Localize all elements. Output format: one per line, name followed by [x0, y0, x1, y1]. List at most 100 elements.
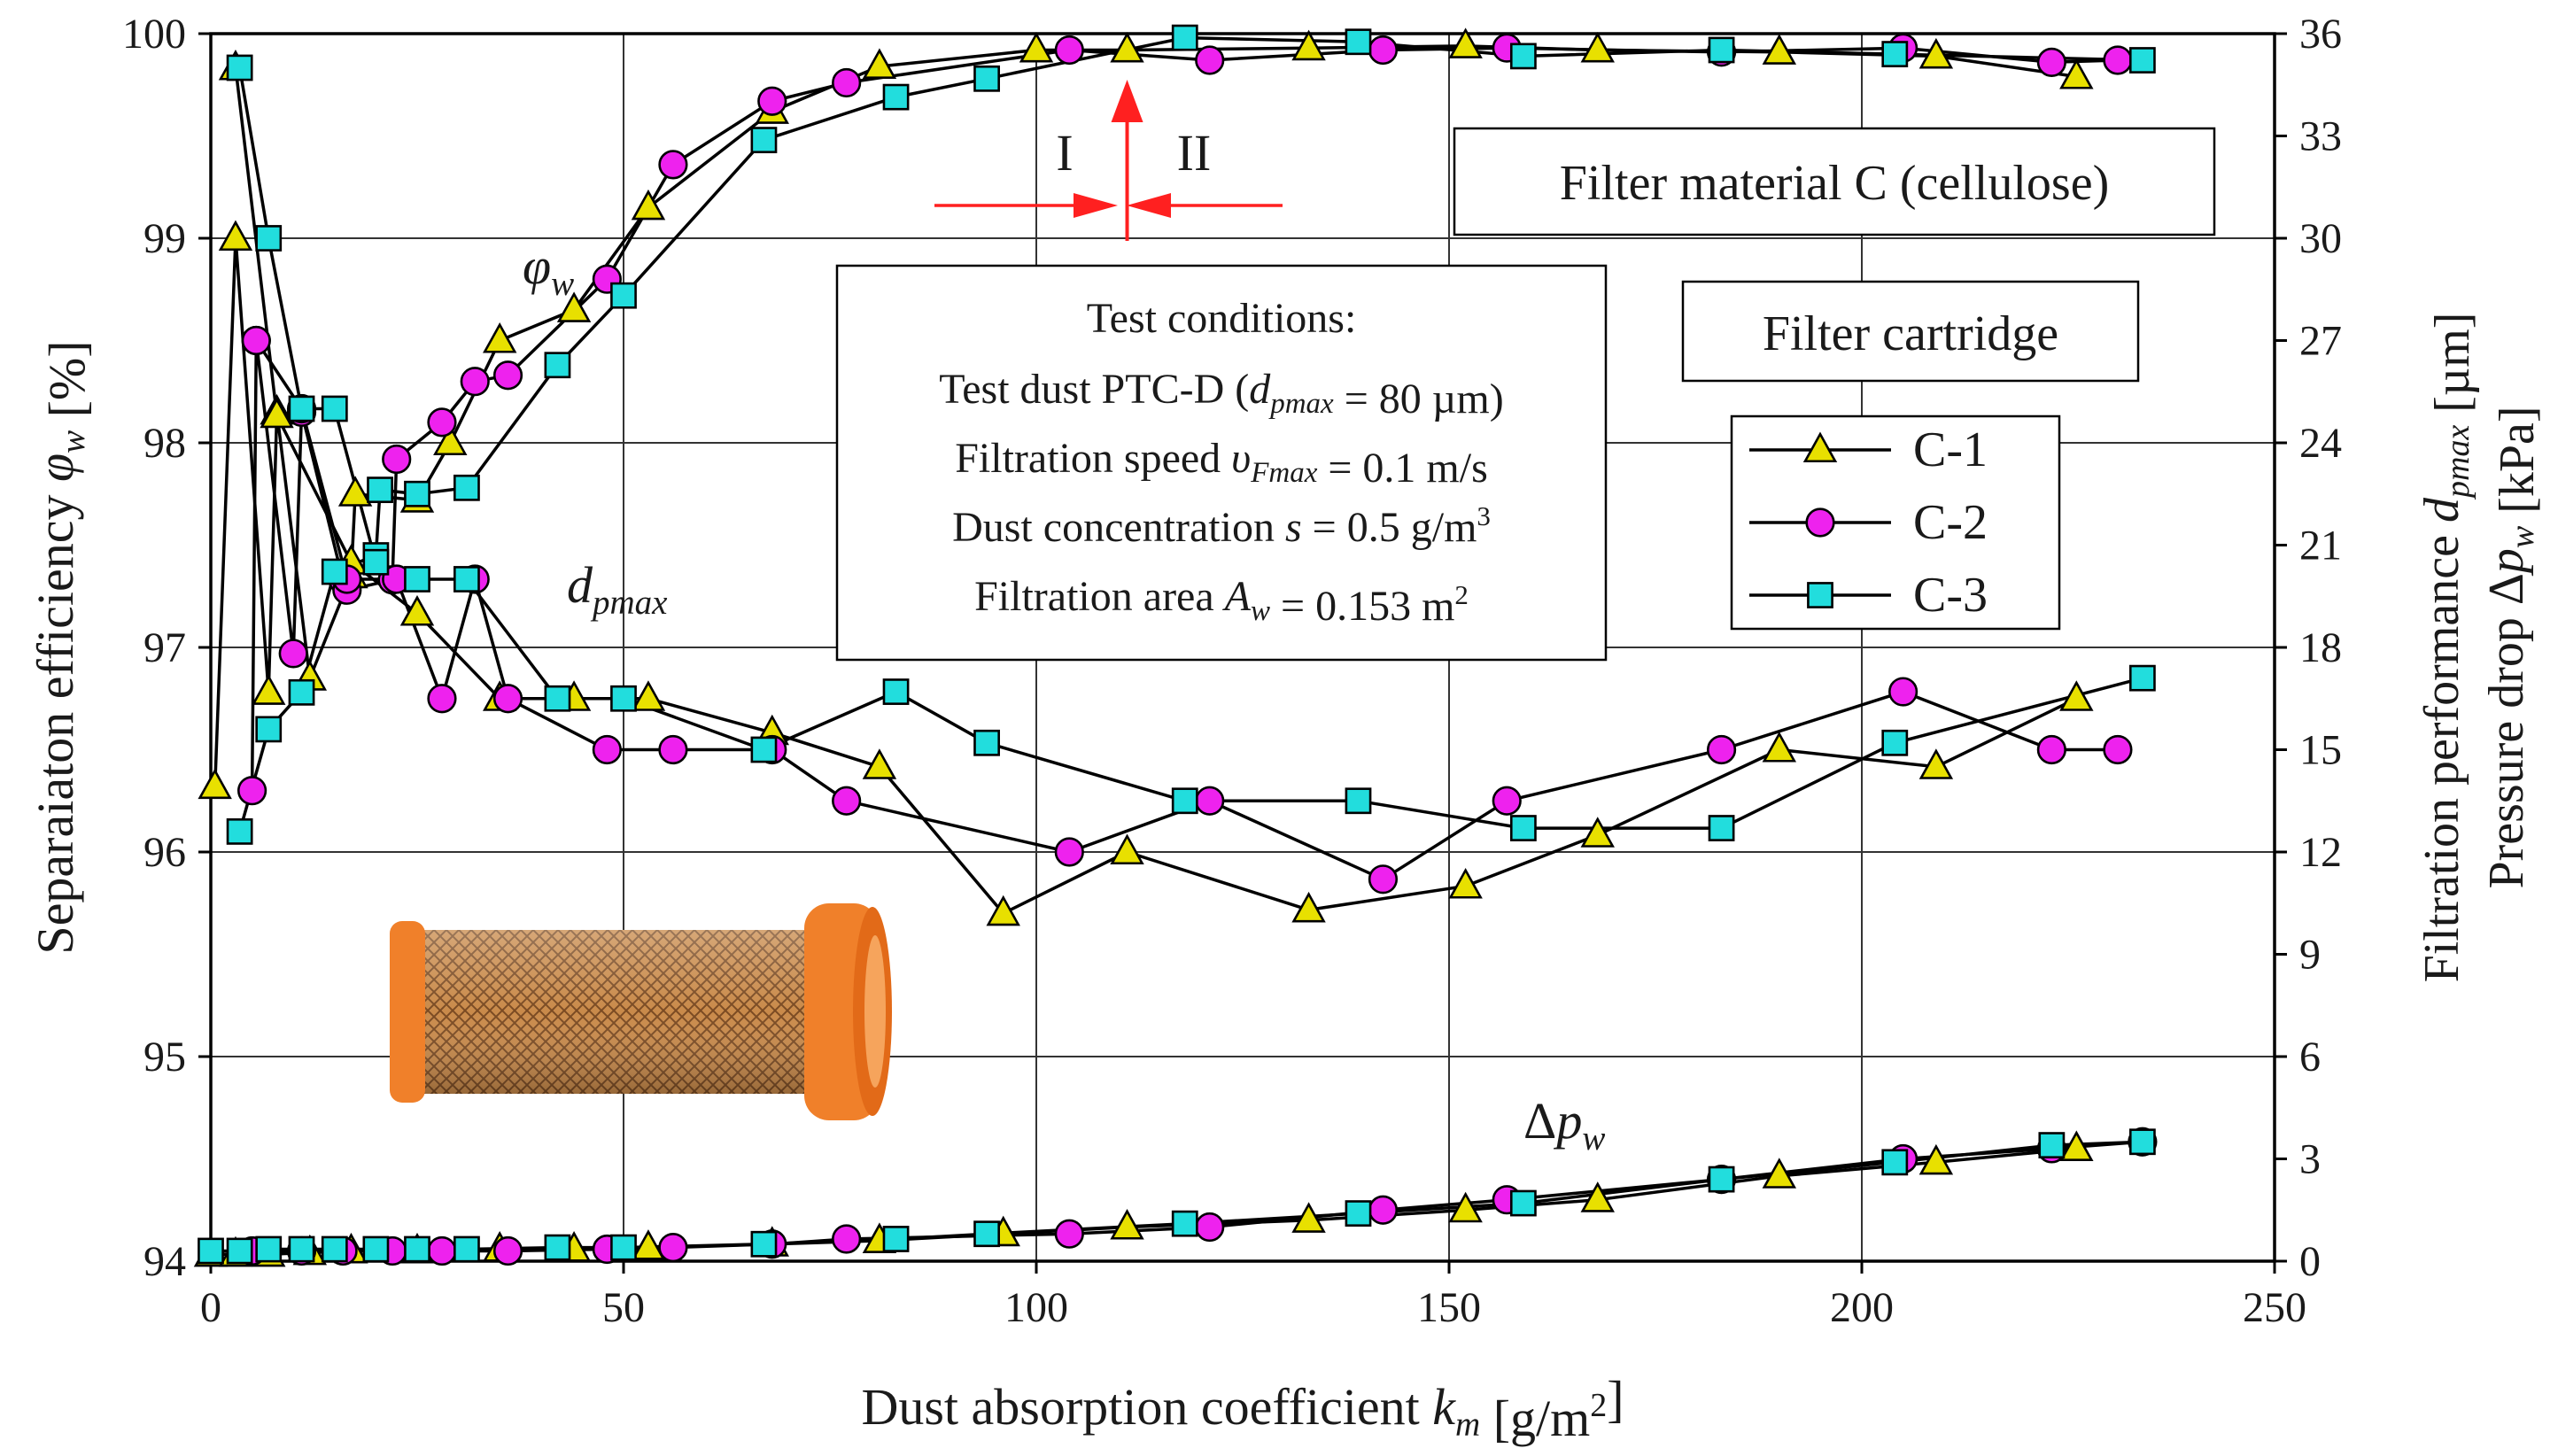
data-point-c-1-dpmax	[399, 594, 435, 626]
data-point-c-2-efficiency	[278, 639, 308, 669]
data-point-c-2-dpmax	[241, 325, 271, 356]
data-point-c-1-dpmax	[1448, 867, 1483, 899]
cartridge-shading	[416, 930, 841, 1094]
data-point-c-1-efficiency	[337, 476, 373, 507]
data-point-c-3-efficiency	[610, 282, 637, 309]
data-point-c-1-pressure-drop	[1762, 1158, 1797, 1189]
data-point-c-2-efficiency	[832, 67, 862, 98]
cartridge-end-cap-left	[390, 921, 425, 1103]
data-point-c-1-efficiency	[198, 768, 232, 800]
data-point-c-3-dpmax	[1171, 787, 1198, 815]
cartridge-outlet-hole	[864, 935, 886, 1088]
data-point-c-2-efficiency	[237, 776, 267, 806]
y-right-tick-label: 3	[2299, 1136, 2321, 1183]
legend-marker-c-2	[1805, 507, 1835, 538]
data-point-c-3-dpmax	[226, 54, 253, 81]
data-point-c-3-pressure-drop	[226, 1237, 253, 1265]
data-point-c-3-efficiency	[1171, 24, 1198, 51]
phase-2-label: II	[1177, 124, 1212, 182]
data-point-c-3-dpmax	[362, 548, 390, 576]
test-conditions-test-line1: Test dust PTC-D (dpmax = 80 µm)	[939, 366, 1504, 422]
phase-2-arrowhead	[1127, 193, 1171, 218]
x-tick-label: 50	[602, 1284, 645, 1331]
data-point-c-3-pressure-drop	[453, 1235, 480, 1263]
phase-1-label: I	[1056, 124, 1073, 182]
data-point-c-2-dpmax	[1368, 864, 1399, 895]
x-axis-label: Dust absorption coefficient km [g/m2]	[861, 1370, 1624, 1447]
data-point-c-1-pressure-drop	[2059, 1130, 2094, 1161]
data-point-c-3-efficiency	[1708, 36, 1735, 64]
y-left-tick-label: 98	[143, 420, 186, 467]
y-left-tick-label: 94	[143, 1238, 186, 1285]
data-point-c-1-efficiency	[556, 291, 592, 322]
data-point-c-2-pressure-drop	[1195, 1212, 1225, 1243]
data-point-c-2-dpmax	[492, 684, 523, 714]
data-point-c-2-dpmax	[2103, 734, 2133, 765]
curve-label-pressure: Δpw	[1523, 1092, 1605, 1158]
y-right-tick-label: 30	[2299, 215, 2342, 262]
data-point-c-3-efficiency	[973, 65, 1000, 92]
data-point-c-2-efficiency	[757, 86, 787, 116]
data-point-c-3-efficiency	[750, 127, 778, 154]
data-point-c-1-pressure-drop	[1448, 1191, 1483, 1223]
data-point-c-3-dpmax	[1881, 729, 1909, 756]
data-point-c-1-pressure-drop	[1110, 1208, 1144, 1240]
data-point-c-1-dpmax	[631, 680, 666, 711]
data-point-c-1-pressure-drop	[631, 1229, 666, 1260]
data-point-c-3-pressure-drop	[288, 1235, 315, 1263]
axes-layer: 0 50 100 150 200 2509495969798991000369121518…	[27, 11, 2545, 1447]
test-conditions-box	[835, 264, 1608, 662]
legend-label-c-2: C-2	[1913, 495, 1988, 550]
data-point-c-2-dpmax	[1888, 677, 1918, 707]
data-point-c-3-pressure-drop	[255, 1235, 283, 1263]
data-point-c-3-dpmax	[1509, 815, 1537, 841]
x-tick-label: 200	[1830, 1284, 1894, 1331]
data-point-c-3-dpmax	[610, 685, 637, 712]
data-point-c-3-dpmax	[288, 395, 315, 422]
data-point-c-1-efficiency	[2059, 58, 2094, 89]
y-left-tick-label: 95	[143, 1034, 186, 1080]
y-right-tick-label: 0	[2299, 1238, 2321, 1285]
data-point-c-2-dpmax	[1054, 837, 1084, 867]
data-point-c-2-efficiency	[2103, 45, 2133, 75]
y-right-tick-label: 6	[2299, 1034, 2321, 1080]
data-point-c-3-pressure-drop	[610, 1234, 637, 1261]
test-conditions-test-line4: Filtration area Aw = 0.153 m2	[974, 573, 1469, 630]
data-point-c-2-dpmax	[1706, 734, 1737, 765]
data-point-c-3-dpmax	[453, 566, 480, 592]
data-point-c-2-dpmax	[1492, 786, 1522, 816]
test-conditions-title: Test conditions:	[1087, 295, 1357, 342]
legend: C-1 C-2 C-3	[1730, 414, 2061, 631]
material-box-text: Filter material C (cellulose)	[1560, 156, 2109, 211]
data-point-c-3-dpmax	[882, 678, 910, 705]
data-point-c-3-pressure-drop	[882, 1226, 910, 1252]
data-point-c-3-pressure-drop	[973, 1220, 1000, 1248]
legend-marker-c-3	[1807, 582, 1833, 608]
data-point-c-3-pressure-drop	[362, 1235, 390, 1263]
data-point-c-1-efficiency	[1448, 27, 1483, 58]
data-point-c-1-pressure-drop	[1918, 1143, 1954, 1175]
data-point-c-2-efficiency	[382, 444, 412, 475]
y-left-tick-label: 100	[122, 11, 186, 58]
data-point-c-2-efficiency	[1054, 35, 1084, 66]
series-line-c-1-pressure-drop	[211, 1147, 2077, 1257]
filter-cartridge-photo	[390, 903, 892, 1120]
data-point-c-1-efficiency	[1762, 34, 1797, 65]
data-point-c-3-dpmax	[750, 736, 778, 763]
data-point-c-1-efficiency	[218, 220, 253, 252]
data-point-c-3-efficiency	[321, 558, 348, 585]
data-point-c-3-pressure-drop	[404, 1235, 430, 1263]
y-right-tick-label: 33	[2299, 113, 2342, 160]
x-tick-label: 250	[2243, 1284, 2306, 1331]
data-point-c-2-dpmax	[658, 734, 688, 765]
y-right-tick-label: 24	[2299, 420, 2342, 467]
data-point-c-3-pressure-drop	[2038, 1132, 2066, 1159]
data-point-c-3-efficiency	[404, 480, 430, 507]
data-point-c-2-efficiency	[427, 407, 457, 438]
data-point-c-1-dpmax	[2059, 680, 2094, 711]
data-point-c-1-efficiency	[1110, 31, 1144, 63]
test-conditions-test-line2: Filtration speed υFmax = 0.1 m/s	[955, 435, 1488, 492]
data-point-c-3-efficiency	[1881, 41, 1909, 68]
data-point-c-3-dpmax	[321, 395, 348, 422]
data-point-c-3-dpmax	[1708, 815, 1735, 841]
